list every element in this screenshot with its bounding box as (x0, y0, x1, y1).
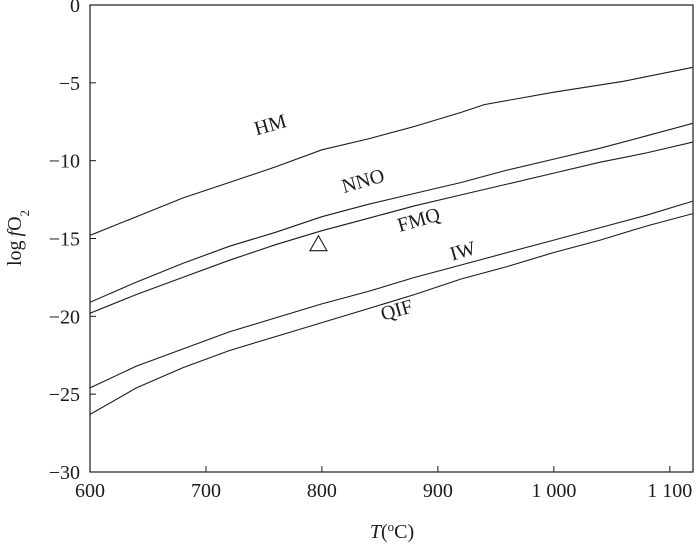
y-tick-label: −10 (49, 151, 80, 173)
x-tick-label: 600 (75, 480, 105, 502)
y-axis-title: logfO2 (4, 210, 32, 266)
x-tick-label: 900 (423, 480, 453, 502)
y-tick-label: −25 (49, 384, 80, 406)
y-tick-label: −30 (49, 462, 80, 484)
plot-frame (89, 4, 694, 473)
series-label-nno: NNO (339, 165, 387, 198)
y-tick-label: −5 (59, 73, 80, 95)
series-line-iw (90, 200, 693, 389)
plot-lines (90, 66, 693, 415)
x-tick-label: 1 000 (531, 480, 576, 502)
x-tick-label: 800 (307, 480, 337, 502)
x-axis-ticks: 600 700 800 900 1 000 1 100 (75, 466, 692, 502)
y-tick-label: 0 (70, 0, 80, 17)
y-tick-label: −20 (49, 306, 80, 328)
series-label-fmq: FMQ (395, 204, 443, 237)
series-line-qif (90, 213, 693, 415)
y-tick-label: −15 (49, 229, 80, 251)
x-axis-title: T(oC) (370, 519, 414, 544)
series-line-nno (90, 122, 693, 303)
series-label-hm: HM (252, 110, 289, 140)
axes (89, 4, 694, 473)
series-label-qif: QIF (378, 296, 415, 326)
x-tick-label: 1 100 (647, 480, 692, 502)
triangle-marker (309, 234, 328, 252)
series-line-fmq (90, 141, 693, 314)
x-tick-label: 700 (191, 480, 221, 502)
series-line-hm (90, 66, 693, 236)
markers (309, 234, 328, 252)
y-axis-ticks: 0 −5 −10 −15 −20 −25 −30 (49, 0, 96, 484)
